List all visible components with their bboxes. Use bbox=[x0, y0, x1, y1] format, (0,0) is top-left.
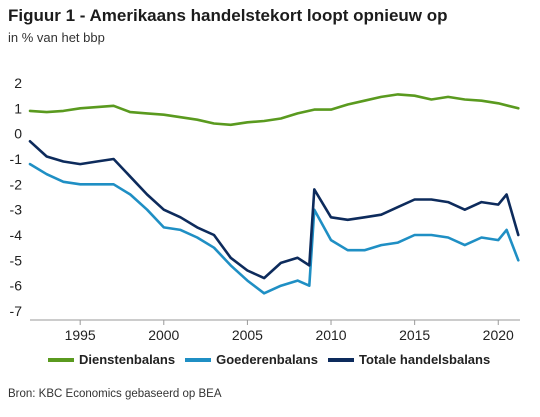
legend-swatch-goederen bbox=[185, 357, 212, 362]
legend-item-goederen: Goederenbalans bbox=[185, 352, 318, 367]
y-tick-label: -2 bbox=[10, 176, 23, 192]
y-tick-label: 0 bbox=[14, 126, 22, 142]
series-line-0 bbox=[28, 93, 520, 127]
chart-legend: Dienstenbalans Goederenbalans Totale han… bbox=[48, 352, 490, 367]
legend-label-totaal: Totale handelsbalans bbox=[358, 352, 491, 367]
legend-item-totaal: Totale handelsbalans bbox=[327, 352, 491, 367]
chart-subtitle: in % van het bbp bbox=[8, 30, 105, 45]
y-tick-label: 1 bbox=[14, 100, 22, 116]
x-tick-label: 2020 bbox=[483, 327, 514, 343]
y-tick-label: -4 bbox=[10, 227, 23, 243]
source-note: Bron: KBC Economics gebaseerd op BEA bbox=[8, 388, 222, 400]
y-tick-label: 2 bbox=[14, 75, 22, 91]
legend-label-goederen: Goederenbalans bbox=[216, 352, 318, 367]
chart-title: Figuur 1 - Amerikaans handelstekort loop… bbox=[8, 6, 448, 25]
x-tick-label: 2015 bbox=[399, 327, 430, 343]
legend-swatch-totaal bbox=[327, 357, 354, 362]
x-tick-label: 2005 bbox=[232, 327, 263, 343]
x-tick-label: 1995 bbox=[65, 327, 96, 343]
legend-item-diensten: Dienstenbalans bbox=[48, 352, 175, 367]
y-tick-label: -5 bbox=[10, 252, 23, 268]
x-tick-label: 2010 bbox=[315, 327, 346, 343]
legend-swatch-diensten bbox=[48, 357, 74, 362]
y-tick-label: -3 bbox=[10, 202, 23, 218]
x-tick-label: 2000 bbox=[148, 327, 179, 343]
y-tick-label: -1 bbox=[10, 151, 23, 167]
series-line-1 bbox=[28, 162, 520, 295]
legend-label-diensten: Dienstenbalans bbox=[79, 352, 176, 367]
y-tick-label: -6 bbox=[10, 278, 23, 294]
y-tick-label: -7 bbox=[10, 303, 23, 319]
series-line-2 bbox=[28, 140, 520, 280]
